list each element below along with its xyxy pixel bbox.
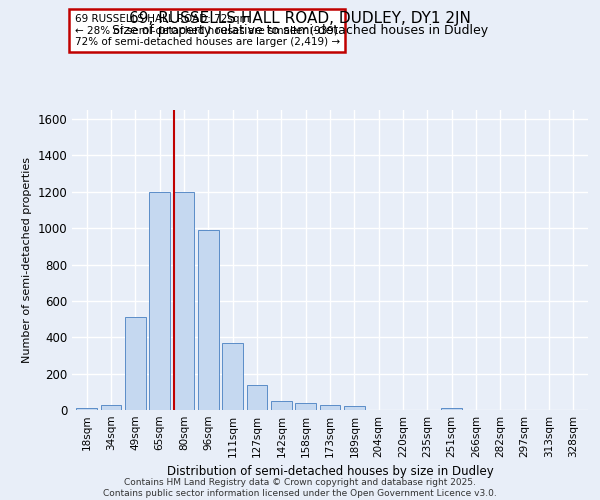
Text: Size of property relative to semi-detached houses in Dudley: Size of property relative to semi-detach… <box>112 24 488 37</box>
Bar <box>320 406 340 410</box>
Text: 69, RUSSELLS HALL ROAD, DUDLEY, DY1 2JN: 69, RUSSELLS HALL ROAD, DUDLEY, DY1 2JN <box>129 11 471 26</box>
Bar <box>101 404 121 410</box>
Bar <box>247 384 268 410</box>
Y-axis label: Number of semi-detached properties: Number of semi-detached properties <box>22 157 32 363</box>
Bar <box>173 192 194 410</box>
Bar <box>76 408 97 410</box>
Bar <box>149 192 170 410</box>
Bar <box>295 402 316 410</box>
Bar <box>442 408 462 410</box>
Text: Contains HM Land Registry data © Crown copyright and database right 2025.
Contai: Contains HM Land Registry data © Crown c… <box>103 478 497 498</box>
Bar <box>222 342 243 410</box>
Bar <box>344 406 365 410</box>
Text: 69 RUSSELLS HALL ROAD: 72sqm
← 28% of semi-detached houses are smaller (939)
72%: 69 RUSSELLS HALL ROAD: 72sqm ← 28% of se… <box>74 14 340 47</box>
Bar <box>125 318 146 410</box>
X-axis label: Distribution of semi-detached houses by size in Dudley: Distribution of semi-detached houses by … <box>167 466 493 478</box>
Bar <box>198 230 218 410</box>
Bar <box>271 401 292 410</box>
